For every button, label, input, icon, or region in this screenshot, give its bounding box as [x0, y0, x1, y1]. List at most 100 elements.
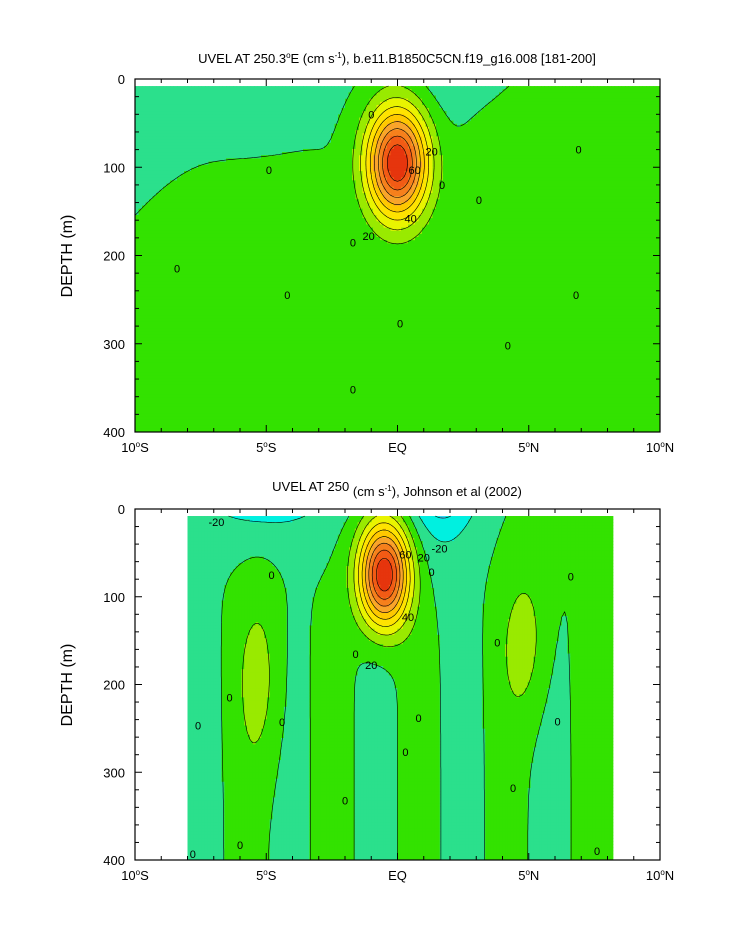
- field-cell: [429, 161, 434, 166]
- field-cell: [481, 136, 486, 141]
- field-cell: [474, 152, 479, 156]
- field-cell: [359, 158, 364, 163]
- field-cell: [520, 89, 525, 93]
- field-cell: [373, 177, 378, 181]
- field-cell: [219, 189, 224, 194]
- field-cell: [649, 164, 654, 169]
- field-cell: [205, 142, 210, 147]
- field-cell: [317, 108, 322, 112]
- field-cell: [485, 167, 490, 172]
- field-cell: [492, 164, 497, 169]
- field-cell: [359, 164, 364, 169]
- field-cell: [243, 170, 248, 175]
- field-cell: [366, 174, 371, 178]
- field-cell: [576, 101, 581, 106]
- field-cell: [152, 170, 157, 175]
- field-cell: [348, 104, 353, 109]
- field-cell: [565, 95, 570, 100]
- field-cell: [215, 161, 220, 166]
- field-cell: [250, 120, 255, 125]
- field-cell: [527, 120, 532, 125]
- field-cell: [586, 174, 591, 178]
- field-cell: [576, 170, 581, 175]
- field-cell: [506, 86, 511, 90]
- field-cell: [611, 117, 616, 122]
- field-cell: [639, 136, 644, 141]
- field-cell: [142, 152, 147, 156]
- field-cell: [488, 174, 493, 178]
- field-cell: [453, 126, 458, 131]
- field-cell: [432, 89, 437, 93]
- field-cell: [516, 89, 521, 93]
- field-cell: [334, 186, 339, 191]
- field-cell: [492, 148, 497, 153]
- field-cell: [268, 136, 273, 141]
- field-cell: [310, 89, 315, 93]
- field-cell: [653, 98, 658, 103]
- field-cell: [639, 183, 644, 188]
- field-cell: [537, 136, 542, 141]
- field-cell: [642, 164, 647, 169]
- field-cell: [593, 89, 598, 93]
- field-cell: [142, 189, 147, 194]
- field-cell: [429, 167, 434, 172]
- field-cell: [187, 164, 192, 169]
- field-cell: [450, 89, 455, 93]
- field-cell: [499, 145, 504, 150]
- field-cell: [236, 136, 241, 141]
- field-cell: [247, 136, 252, 141]
- field-cell: [618, 89, 623, 93]
- field-cell: [621, 136, 626, 141]
- field-cell: [229, 174, 234, 178]
- field-cell: [285, 126, 290, 131]
- field-cell: [282, 148, 287, 153]
- field-cell: [604, 120, 609, 125]
- field-cell: [593, 155, 598, 159]
- field-cell: [240, 98, 245, 103]
- field-cell: [394, 117, 399, 122]
- field-cell: [170, 148, 175, 153]
- field-cell: [530, 89, 535, 93]
- field-cell: [544, 86, 549, 90]
- field-cell: [306, 92, 311, 97]
- field-cell: [397, 177, 402, 181]
- field-cell: [495, 167, 500, 172]
- field-cell: [499, 117, 504, 122]
- field-cell: [474, 186, 479, 191]
- field-cell: [212, 189, 217, 194]
- field-cell: [562, 186, 567, 191]
- field-cell: [408, 133, 413, 137]
- field-cell: [359, 117, 364, 122]
- field-cell: [432, 186, 437, 191]
- field-cell: [590, 139, 595, 144]
- field-cell: [502, 108, 507, 112]
- field-cell: [611, 98, 616, 103]
- field-cell: [642, 98, 647, 103]
- field-cell: [156, 180, 161, 185]
- field-cell: [380, 95, 385, 100]
- field-cell: [572, 161, 577, 166]
- field-cell: [513, 123, 518, 128]
- field-cell: [509, 126, 514, 131]
- field-cell: [572, 101, 577, 106]
- field-cell: [530, 148, 535, 153]
- field-cell: [236, 95, 241, 100]
- field-cell: [537, 120, 542, 125]
- field-cell: [506, 177, 511, 181]
- field-cell: [282, 158, 287, 163]
- field-cell: [292, 89, 297, 93]
- field-cell: [502, 123, 507, 128]
- field-cell: [422, 111, 427, 115]
- field-cell: [422, 136, 427, 141]
- field-cell: [558, 111, 563, 115]
- field-cell: [425, 133, 430, 137]
- field-cell: [345, 170, 350, 175]
- field-cell: [618, 104, 623, 109]
- field-cell: [380, 170, 385, 175]
- field-cell: [464, 136, 469, 141]
- field-cell: [583, 186, 588, 191]
- field-cell: [593, 98, 598, 103]
- field-cell: [593, 117, 598, 122]
- field-cell: [520, 186, 525, 191]
- field-cell: [240, 155, 245, 159]
